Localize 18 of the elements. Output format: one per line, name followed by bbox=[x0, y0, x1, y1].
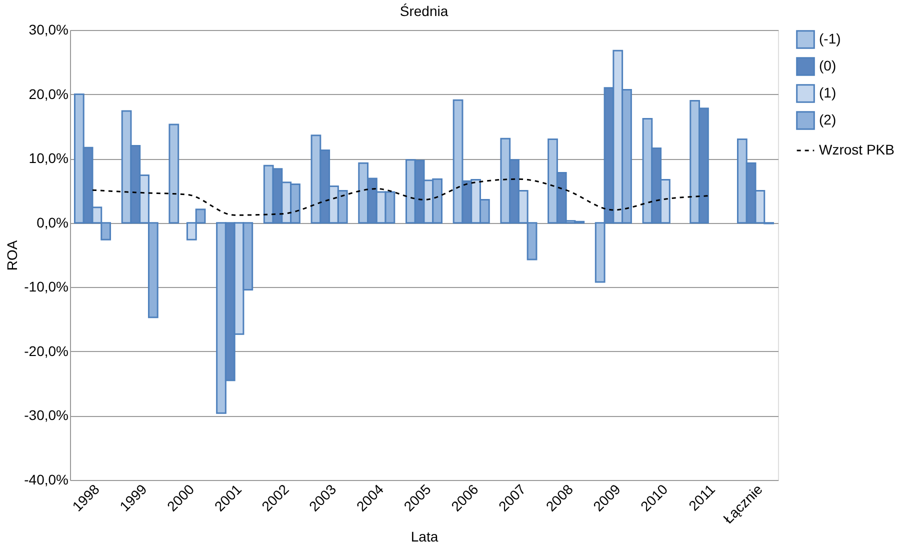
y-tick-label: -40,0% bbox=[24, 472, 68, 488]
legend-label: (1) bbox=[819, 84, 836, 100]
legend-label: (0) bbox=[819, 58, 836, 74]
legend-label: (-1) bbox=[819, 30, 841, 46]
y-tick-label: -10,0% bbox=[24, 278, 68, 295]
chart-title: Średnia bbox=[400, 3, 448, 19]
y-tick-label: 10,0% bbox=[28, 150, 68, 166]
bar bbox=[168, 124, 180, 224]
legend-label: (2) bbox=[819, 112, 836, 128]
y-tick-label: 0,0% bbox=[36, 214, 68, 230]
y-tick-label: 20,0% bbox=[28, 86, 68, 102]
y-axis-title: ROA bbox=[4, 240, 20, 271]
y-tick-label: -20,0% bbox=[24, 342, 68, 359]
line-series bbox=[92, 178, 709, 216]
x-axis-title: Lata bbox=[410, 528, 438, 545]
y-tick-label: 30,0% bbox=[28, 22, 68, 38]
y-tick-label: -30,0% bbox=[24, 407, 68, 424]
legend-label: Wzrost PKB bbox=[819, 142, 894, 158]
